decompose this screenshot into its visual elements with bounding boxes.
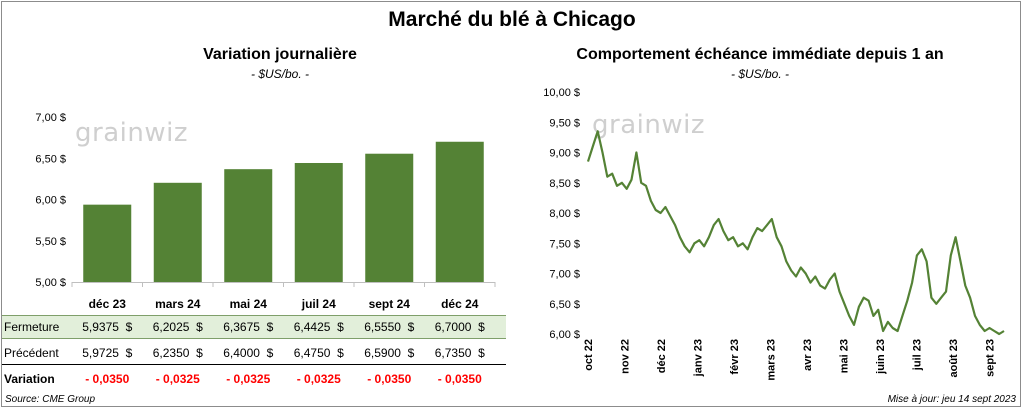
source-note: Source: CME Group: [5, 394, 96, 405]
line-y-tick: 6,50 $: [549, 299, 580, 311]
line-x-tick: juin 23: [875, 339, 887, 375]
table-row-label: Fermeture: [4, 320, 60, 334]
bar-x-label: juil 24: [301, 297, 336, 311]
line-y-tick: 8,00 $: [549, 208, 580, 220]
bar-y-tick: 6,50 $: [35, 153, 66, 165]
table-cell: - 0,0325: [155, 372, 200, 386]
table-cell: 6,4750 $: [293, 346, 344, 360]
line-y-tick: 9,00 $: [549, 148, 580, 160]
table-cell: - 0,0325: [296, 372, 341, 386]
bar-x-label: mai 24: [230, 297, 268, 311]
table-cell: - 0,0350: [437, 372, 482, 386]
line-y-tick: 6,00 $: [549, 329, 580, 341]
table-row-label: Précédent: [4, 346, 59, 360]
bar-x-label: mars 24: [155, 297, 201, 311]
line-x-tick: août 23: [948, 339, 960, 378]
bar-chart: 5,00 $ 5,50 $ 6,00 $ 6,50 $ 7,00 $ déc 23 mars…: [35, 112, 496, 311]
line-x-tick: oct 22: [583, 339, 595, 371]
table-row: Fermeture 5,9375 $ 6,2025 $ 6,3675 $ 6,4425 …: [2, 315, 506, 339]
line-x-tick: juil 23: [911, 339, 923, 371]
bar: [153, 182, 202, 282]
line-x-tick: nov 22: [619, 339, 631, 374]
bar-chart-title: Variation journalière: [203, 46, 357, 63]
table-row: Précédent 5,9725 $ 6,2350 $ 6,4000 $ 6,4750 …: [2, 342, 506, 365]
table-cell: - 0,0350: [367, 372, 412, 386]
bar: [83, 204, 132, 282]
line-chart-unit: - $US/bo. -: [730, 67, 790, 81]
table-cell: 6,4000 $: [223, 346, 274, 360]
price-line: [586, 130, 1005, 336]
line-chart-title: Comportement échéance immédiate depuis 1…: [576, 46, 944, 63]
bar: [224, 169, 273, 282]
bar: [435, 141, 484, 282]
line-y-tick: 9,50 $: [549, 117, 580, 129]
table-row-label: Variation: [4, 372, 55, 386]
watermark-right: grainwiz: [592, 110, 705, 140]
bar-x-label: sept 24: [369, 297, 411, 311]
bar-x-label: déc 24: [441, 297, 479, 311]
table-cell: 6,2025 $: [152, 320, 203, 334]
table-cell: 6,2350 $: [152, 346, 203, 360]
table-cell: 6,4425 $: [293, 320, 344, 334]
bar-y-tick: 6,00 $: [35, 195, 66, 207]
update-note: Mise à jour: jeu 14 sept 2023: [887, 394, 1016, 405]
table-cell: - 0,0350: [85, 372, 130, 386]
bar-y-tick: 7,00 $: [35, 112, 66, 124]
table-cell: 6,7350 $: [434, 346, 485, 360]
table-cell: 5,9375 $: [82, 320, 133, 334]
table-cell: 6,5900 $: [364, 346, 415, 360]
line-y-tick: 8,50 $: [549, 178, 580, 190]
table-cell: 5,9725 $: [82, 346, 133, 360]
table-row: Variation - 0,0350 - 0,0325 - 0,0325 - 0,032…: [2, 368, 506, 390]
bar-chart-unit: - $US/bo. -: [250, 67, 310, 81]
bar-y-tick: 5,00 $: [35, 277, 66, 289]
bar: [294, 162, 343, 282]
line-x-tick: mai 23: [838, 339, 850, 373]
line-x-tick: déc 22: [656, 339, 668, 373]
bar: [365, 153, 414, 282]
page-title: Marché du blé à Chicago: [388, 8, 636, 31]
bar-x-label: déc 23: [89, 297, 127, 311]
line-y-tick: 10,00 $: [543, 87, 580, 99]
line-x-tick: févr 23: [729, 339, 741, 374]
bar-y-tick: 5,50 $: [35, 236, 66, 248]
line-x-tick: mars 23: [765, 339, 777, 381]
line-x-tick: sept 23: [984, 339, 996, 377]
line-x-tick: avr 23: [802, 339, 814, 371]
table-cell: 6,5550 $: [364, 320, 415, 334]
line-x-tick: janv 23: [692, 339, 704, 377]
table-cell: 6,7000 $: [434, 320, 485, 334]
watermark-left: grainwiz: [75, 118, 188, 148]
line-y-tick: 7,50 $: [549, 238, 580, 250]
table-cell: - 0,0325: [226, 372, 271, 386]
line-y-tick: 7,00 $: [549, 269, 580, 281]
table-cell: 6,3675 $: [223, 320, 274, 334]
